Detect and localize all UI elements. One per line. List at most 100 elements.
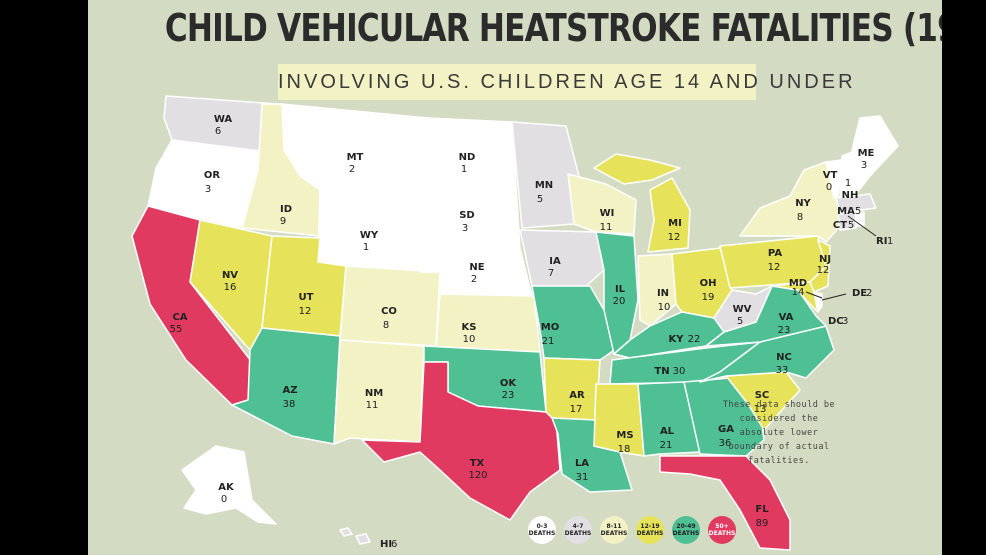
legend-unit: DEATHS (672, 530, 700, 537)
state-NC (699, 325, 835, 383)
value-AL: 21 (660, 440, 673, 451)
label-UT: UT (299, 292, 314, 303)
label-NV: NV (222, 270, 238, 281)
label-WI: WI (600, 208, 615, 219)
legend-item-8-11: 8-11 DEATHS (600, 516, 628, 544)
label-DC: DC (828, 316, 844, 327)
label-NY: NY (795, 198, 811, 209)
label-SD: SD (459, 210, 475, 221)
legend-item-4-7: 4-7 DEATHS (564, 516, 592, 544)
value-AR: 17 (570, 404, 583, 415)
state-MIU (593, 153, 681, 185)
value-NH: 1 (845, 178, 851, 189)
value-SD: 3 (462, 223, 468, 234)
label-MS: MS (616, 430, 633, 441)
label-IA: IA (549, 256, 561, 267)
label-ID: ID (280, 204, 292, 215)
label-ND: ND (459, 152, 476, 163)
value-FL: 89 (756, 518, 769, 529)
label-NJ: NJ (819, 254, 831, 265)
value-VT: 0 (826, 182, 832, 193)
label-AZ: AZ (283, 385, 298, 396)
value-VA: 23 (778, 325, 791, 336)
value-TX: 120 (468, 470, 487, 481)
label-VT: VT (823, 170, 838, 181)
label-DE: DE (852, 288, 867, 299)
value-PA: 12 (768, 262, 781, 273)
value-WY: 1 (363, 242, 369, 253)
legend-item-12-19: 12-19 DEATHS (636, 516, 664, 544)
value-OR: 3 (205, 184, 211, 195)
state-AL (637, 381, 701, 457)
legend-range: 20-49 (676, 523, 696, 530)
state-MS (593, 383, 645, 457)
label-CO: CO (381, 306, 397, 317)
state-CT (837, 211, 857, 231)
legend-range: 0-3 (536, 523, 548, 530)
value-CO: 8 (383, 320, 389, 331)
value-GA: 36 (719, 438, 732, 449)
value-SC: 13 (754, 404, 767, 415)
label-HI: HI (380, 539, 392, 550)
label-MA: MA (837, 206, 855, 217)
value-IN: 10 (658, 302, 671, 313)
legend-range: 50+ (715, 523, 729, 530)
value-IL: 20 (613, 296, 626, 307)
value-MD: 14 (792, 287, 805, 298)
value-WI: 11 (600, 222, 613, 233)
value-NJ: 12 (817, 265, 830, 276)
state-AK (181, 445, 277, 525)
state-WI (567, 173, 637, 235)
state-MA (835, 193, 877, 215)
value-NV: 16 (224, 282, 237, 293)
label-WY: WY (360, 230, 379, 241)
value-IA: 7 (548, 268, 554, 279)
value-MO: 21 (542, 336, 555, 347)
subtitle-box: INVOLVING U.S. CHILDREN AGE 14 AND UNDER (278, 64, 853, 100)
label-ME: ME (858, 148, 875, 159)
label-FL: FL (755, 504, 769, 515)
label-CA: CA (172, 312, 187, 323)
label-MN: MN (535, 180, 553, 191)
label-IL: IL (615, 284, 626, 295)
state-ME (851, 115, 899, 195)
label-IN: IN (657, 288, 669, 299)
legend-range: 8-11 (606, 523, 622, 530)
label-OH: OH (700, 278, 717, 289)
label-CT: CT (833, 220, 847, 231)
value-MT: 2 (349, 164, 355, 175)
label-TX: TX (470, 458, 485, 469)
state-HI (339, 527, 371, 545)
label-MD: MD (789, 278, 807, 289)
label-WA: WA (214, 114, 233, 125)
state-NM (333, 339, 425, 445)
state-MO (531, 285, 621, 361)
label-VA: VA (779, 312, 794, 323)
value-UT: 12 (299, 306, 312, 317)
value-OH: 19 (702, 292, 715, 303)
legend-unit: DEATHS (564, 530, 592, 537)
label-NM: NM (365, 388, 383, 399)
lower-bound-note: These data should be considered the abso… (722, 400, 836, 466)
label-KS: KS (462, 322, 477, 333)
label-LA: LA (575, 458, 589, 469)
legend-item-20-49: 20-49 DEATHS (672, 516, 700, 544)
value-MS: 18 (618, 444, 631, 455)
value-DC: 3 (842, 316, 848, 327)
value-DE: 2 (866, 288, 872, 299)
value-CA: 55 (170, 324, 183, 335)
value-HI: 6 (391, 539, 397, 550)
value-NC: 33 (776, 365, 789, 376)
value-LA: 31 (576, 472, 589, 483)
state-KS (435, 293, 541, 353)
label-PA: PA (768, 248, 782, 259)
legend-item-50-plus: 50+ DEATHS (708, 516, 736, 544)
state-TX (361, 361, 561, 521)
state-IN (637, 253, 677, 327)
value-KS: 10 (463, 334, 476, 345)
label-MI: MI (668, 218, 682, 229)
label-OK: OK (500, 378, 518, 389)
ri-leader-line (847, 215, 877, 237)
value-NE: 2 (471, 274, 477, 285)
